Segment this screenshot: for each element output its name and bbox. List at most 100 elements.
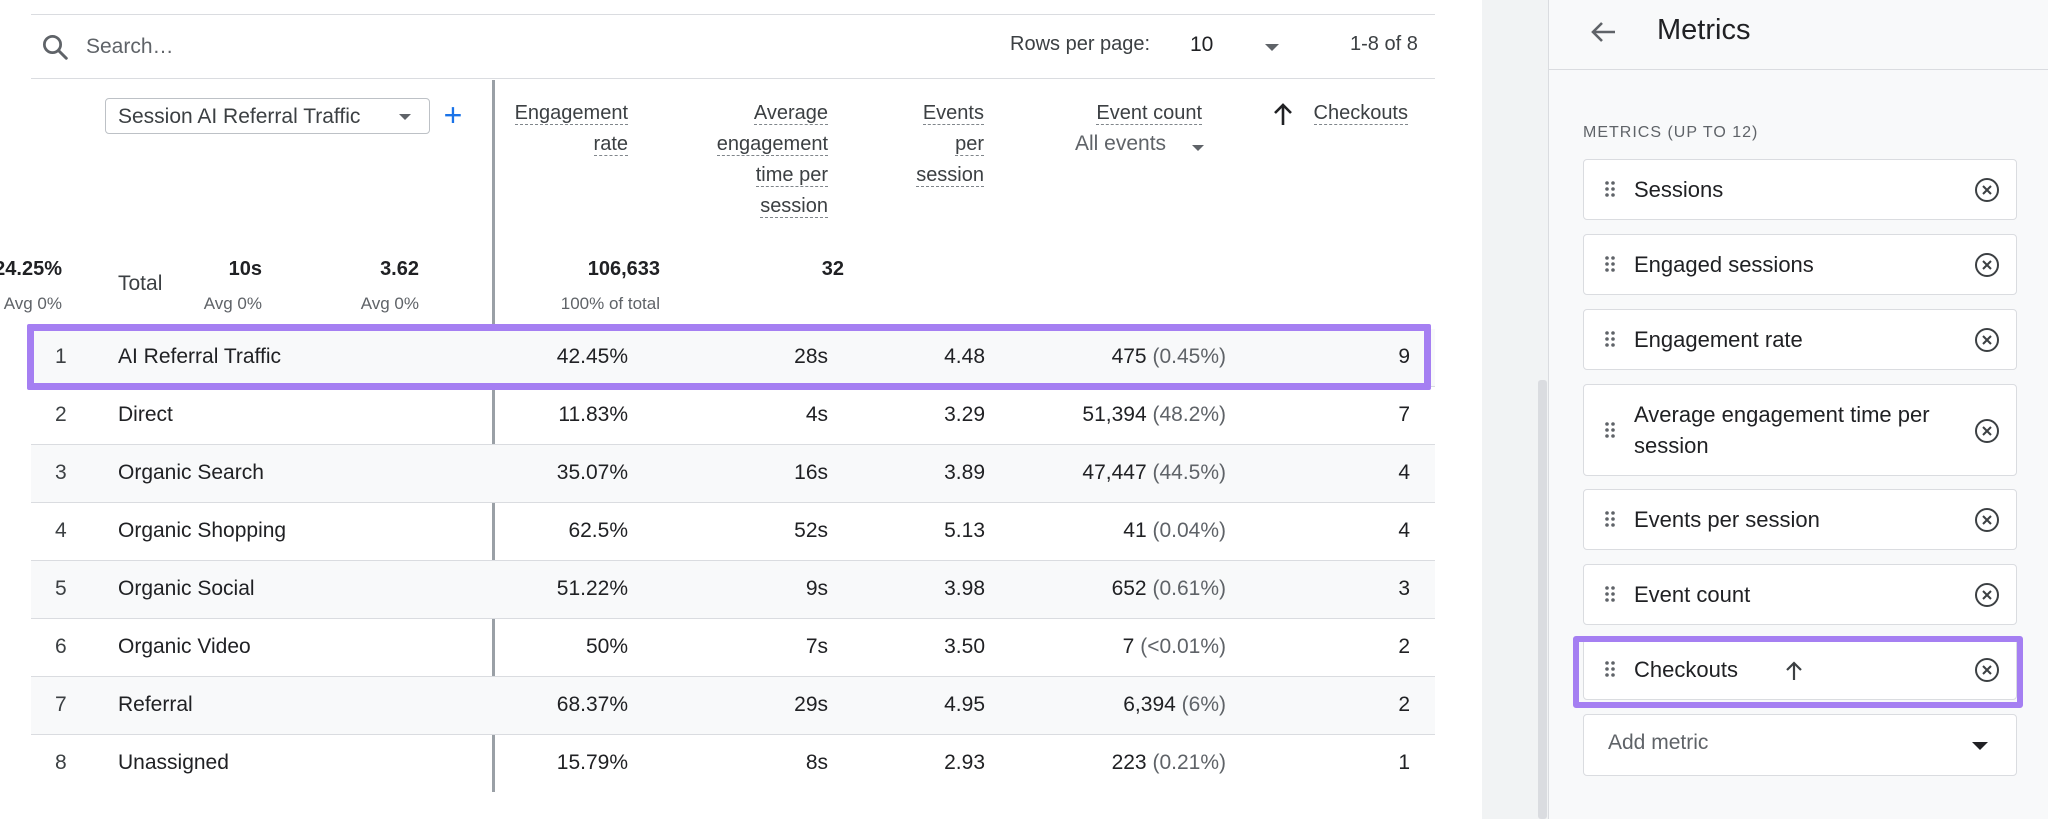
header-text: Checkouts xyxy=(1313,102,1408,125)
row-channel: Organic Video xyxy=(118,635,251,658)
rows-per-page-select[interactable]: 10 xyxy=(1188,28,1288,66)
row-event-count: 6,394 (6%) xyxy=(1123,693,1226,717)
pagination-range: 1-8 of 8 xyxy=(1350,33,1418,55)
arrow-back-icon[interactable] xyxy=(1585,14,1621,50)
header-engagement-rate[interactable]: Engagement rate xyxy=(500,98,628,160)
remove-circle-icon[interactable] xyxy=(1974,327,2000,353)
remove-circle-icon[interactable] xyxy=(1974,177,2000,203)
rows-per-page-value: 10 xyxy=(1190,33,1214,56)
row-events-per-session: 4.95 xyxy=(944,693,985,716)
metric-label: Sessions xyxy=(1634,177,1724,202)
row-checkouts: 9 xyxy=(1398,345,1410,368)
remove-circle-icon[interactable] xyxy=(1974,418,2000,444)
row-events-per-session: 5.13 xyxy=(944,519,985,542)
add-metric-select[interactable]: Add metric xyxy=(1583,714,2017,776)
row-checkouts: 1 xyxy=(1398,751,1410,774)
header-checkouts[interactable]: Checkouts xyxy=(1250,98,1408,129)
metric-label: Event count xyxy=(1634,582,1751,607)
header-text: Events xyxy=(922,102,984,125)
metric-chip-engagement-rate[interactable]: Engagement rate xyxy=(1583,309,2017,370)
dimension-label: Session AI Referral Traffic xyxy=(118,105,361,128)
arrow-up-icon[interactable] xyxy=(1782,659,1806,683)
row-channel: Direct xyxy=(118,403,173,426)
table-row[interactable]: 2 Direct 11.83% 4s 3.29 51,394 (48.2%) 7 xyxy=(31,387,1435,445)
row-index: 5 xyxy=(55,577,67,600)
event-count-value: 652 xyxy=(1111,577,1147,600)
row-engagement-rate: 15.79% xyxy=(556,751,628,774)
row-index: 7 xyxy=(55,693,67,716)
metric-label: Engaged sessions xyxy=(1634,252,1814,277)
row-divider xyxy=(31,560,1435,561)
row-checkouts: 4 xyxy=(1398,519,1410,542)
row-avg-engagement: 16s xyxy=(794,461,828,484)
row-divider xyxy=(31,734,1435,735)
remove-circle-icon[interactable] xyxy=(1974,507,2000,533)
row-events-per-session: 4.48 xyxy=(944,345,985,368)
metric-chip-engaged-sessions[interactable]: Engaged sessions xyxy=(1583,234,2017,295)
header-text: session xyxy=(760,195,828,218)
header-event-count[interactable]: Event count xyxy=(1040,98,1202,129)
total-events-per-session-sub: Avg 0% xyxy=(360,294,419,313)
plus-icon[interactable]: + xyxy=(443,97,463,133)
event-filter-select[interactable]: All events xyxy=(1075,132,1167,155)
table-row[interactable]: 3 Organic Search 35.07% 16s 3.89 47,447 … xyxy=(31,445,1435,503)
row-avg-engagement: 8s xyxy=(805,751,828,774)
row-channel: Referral xyxy=(118,693,193,716)
scrollbar[interactable] xyxy=(1538,380,1547,819)
table-row[interactable]: 5 Organic Social 51.22% 9s 3.98 652 (0.6… xyxy=(31,561,1435,619)
total-engagement-rate: 24.25% xyxy=(0,258,62,280)
drag-handle-icon[interactable] xyxy=(1604,180,1616,198)
row-event-count: 7 (<0.01%) xyxy=(1123,635,1226,659)
header-text: engagement xyxy=(716,133,828,156)
row-channel: Organic Shopping xyxy=(118,519,287,542)
drag-handle-icon[interactable] xyxy=(1604,510,1616,528)
event-count-value: 7 xyxy=(1122,635,1135,658)
metric-chip-checkouts[interactable]: Checkouts xyxy=(1583,639,2017,700)
table-row[interactable]: 7 Referral 68.37% 29s 4.95 6,394 (6%) 2 xyxy=(31,677,1435,735)
header-text: session xyxy=(916,164,984,187)
drag-handle-icon[interactable] xyxy=(1604,255,1616,273)
row-divider xyxy=(31,618,1435,619)
remove-circle-icon[interactable] xyxy=(1974,582,2000,608)
table-row[interactable]: 8 Unassigned 15.79% 8s 2.93 223 (0.21%) … xyxy=(31,735,1435,793)
event-count-percent: (0.45%) xyxy=(1152,345,1226,368)
row-avg-engagement: 52s xyxy=(794,519,828,542)
metric-chip-sessions[interactable]: Sessions xyxy=(1583,159,2017,220)
row-event-count: 51,394 (48.2%) xyxy=(1082,403,1226,427)
drag-handle-icon[interactable] xyxy=(1604,330,1616,348)
drag-handle-icon[interactable] xyxy=(1604,585,1616,603)
dimension-select[interactable]: Session AI Referral Traffic xyxy=(105,98,430,134)
row-event-count: 652 (0.61%) xyxy=(1112,577,1226,601)
row-event-count: 475 (0.45%) xyxy=(1112,345,1226,369)
event-count-value: 51,394 xyxy=(1082,403,1147,426)
event-count-percent: (0.04%) xyxy=(1152,519,1226,542)
event-count-value: 47,447 xyxy=(1082,461,1147,484)
remove-circle-icon[interactable] xyxy=(1974,252,2000,278)
panel-title: Metrics xyxy=(1657,14,1751,46)
panel-divider xyxy=(1549,69,2048,70)
table-row[interactable]: 1 AI Referral Traffic 42.45% 28s 4.48 47… xyxy=(31,329,1435,387)
metric-chip-events-per-session[interactable]: Events per session xyxy=(1583,489,2017,550)
table-row[interactable]: 6 Organic Video 50% 7s 3.50 7 (<0.01%) 2 xyxy=(31,619,1435,677)
metric-chip-event-count[interactable]: Event count xyxy=(1583,564,2017,625)
header-text: Event count xyxy=(1096,102,1202,125)
drag-handle-icon[interactable] xyxy=(1604,421,1616,439)
drag-handle-icon[interactable] xyxy=(1604,660,1616,678)
row-events-per-session: 3.98 xyxy=(944,577,985,600)
header-events-per-session[interactable]: Events per session xyxy=(860,98,984,191)
search-input[interactable] xyxy=(86,30,786,64)
header-text: Average xyxy=(753,102,828,125)
chevron-down-icon xyxy=(1972,742,1988,750)
event-count-value: 475 xyxy=(1111,345,1147,368)
table-row[interactable]: 4 Organic Shopping 62.5% 52s 5.13 41 (0.… xyxy=(31,503,1435,561)
event-count-percent: (44.5%) xyxy=(1152,461,1226,484)
metric-chip-average-engagement-time[interactable]: Average engagement time per session xyxy=(1583,384,2017,476)
metric-label: Engagement rate xyxy=(1634,327,1803,352)
total-avg-engagement: 10s xyxy=(228,258,262,280)
header-average-engagement-time[interactable]: Average engagement time per session xyxy=(680,98,828,222)
row-checkouts: 2 xyxy=(1398,693,1410,716)
event-count-value: 223 xyxy=(1111,751,1147,774)
row-channel: AI Referral Traffic xyxy=(118,345,281,368)
remove-circle-icon[interactable] xyxy=(1974,657,2000,683)
row-index: 8 xyxy=(55,751,67,774)
